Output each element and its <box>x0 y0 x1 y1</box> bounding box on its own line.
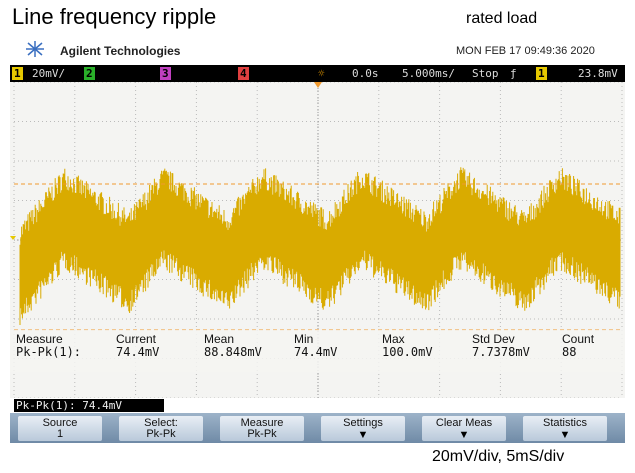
title: Line frequency ripple <box>12 4 217 29</box>
measure-value: 88 <box>562 345 577 359</box>
measure-header: Std Dev <box>472 332 515 346</box>
softkey-label: Select: <box>144 417 178 429</box>
measure-value: 74.4mV <box>294 345 338 359</box>
measure-header: Mean <box>204 332 235 346</box>
softkey-value: Pk-Pk <box>247 428 277 440</box>
measure-header: Max <box>382 332 405 346</box>
ground-marker <box>10 236 16 240</box>
footer: 20mV/div, 5mS/div <box>432 448 565 465</box>
trigger-marker <box>314 82 322 88</box>
measurement-table: Measure Pk-Pk(1): Current 74.4mV Mean 88.848m… <box>10 330 625 372</box>
softkey-arrow: ▼ <box>458 429 470 441</box>
brand: Agilent Technologies <box>60 44 181 58</box>
softkey-value: 1 <box>56 428 64 440</box>
brand-logo <box>26 41 44 57</box>
status-bar: 1 20mV/ 2 3 4 ☼ 0.0s 5.000ms/ Stop ƒ 1 2… <box>10 65 625 82</box>
trigger-icon: ☼ <box>318 67 325 80</box>
readout: Pk-Pk(1): 74.4mV <box>14 399 164 412</box>
measure-header: Min <box>294 332 314 346</box>
softkey[interactable]: Select: Pk-Pk <box>119 416 203 441</box>
softkey-label: Settings <box>343 417 383 429</box>
channel-3: 3 <box>160 67 171 80</box>
measure-value: 88.848mV <box>204 345 262 359</box>
trigger-level: 23.8mV <box>578 67 618 80</box>
delay: 0.0s <box>352 67 379 80</box>
measure-header: Count <box>562 332 595 346</box>
trigger-source: 1 <box>536 67 547 80</box>
softkey-value: Pk-Pk <box>146 428 176 440</box>
softkey-arrow: ▼ <box>559 429 571 441</box>
measure-value: 100.0mV <box>382 345 433 359</box>
datetime: MON FEB 17 09:49:36 2020 <box>456 45 595 57</box>
subtitle: rated load <box>466 10 538 27</box>
channel-4: 4 <box>238 67 249 80</box>
softkey-label: Measure <box>240 417 284 429</box>
channel-2: 2 <box>84 67 95 80</box>
measure-header: Current <box>116 332 157 346</box>
scale: 20mV/ <box>32 67 66 80</box>
softkey[interactable]: Clear Meas ▼ <box>422 416 506 441</box>
timebase: 5.000ms/ <box>402 67 455 80</box>
softkey-bar: Source 1 Select: Pk-Pk Measure Pk-Pk Settings ▼… <box>10 413 625 443</box>
softkey[interactable]: Measure Pk-Pk <box>220 416 304 441</box>
measure-value: Pk-Pk(1): <box>16 345 82 359</box>
measure-value: 7.7378mV <box>472 345 530 359</box>
waveform <box>19 167 621 325</box>
softkey[interactable]: Source 1 <box>18 416 102 441</box>
softkey-label: Statistics <box>542 417 587 429</box>
softkey[interactable]: Statistics ▼ <box>523 416 607 441</box>
softkey[interactable]: Settings ▼ <box>321 416 405 441</box>
softkey-label: Clear Meas <box>435 417 493 429</box>
measure-header: Measure <box>16 332 63 346</box>
softkey-label: Source <box>42 417 78 429</box>
run-state: Stop <box>472 67 499 80</box>
trigger-slope: ƒ <box>510 67 517 80</box>
channel-1: 1 <box>12 67 23 80</box>
softkey-arrow: ▼ <box>357 429 369 441</box>
measure-value: 74.4mV <box>116 345 160 359</box>
